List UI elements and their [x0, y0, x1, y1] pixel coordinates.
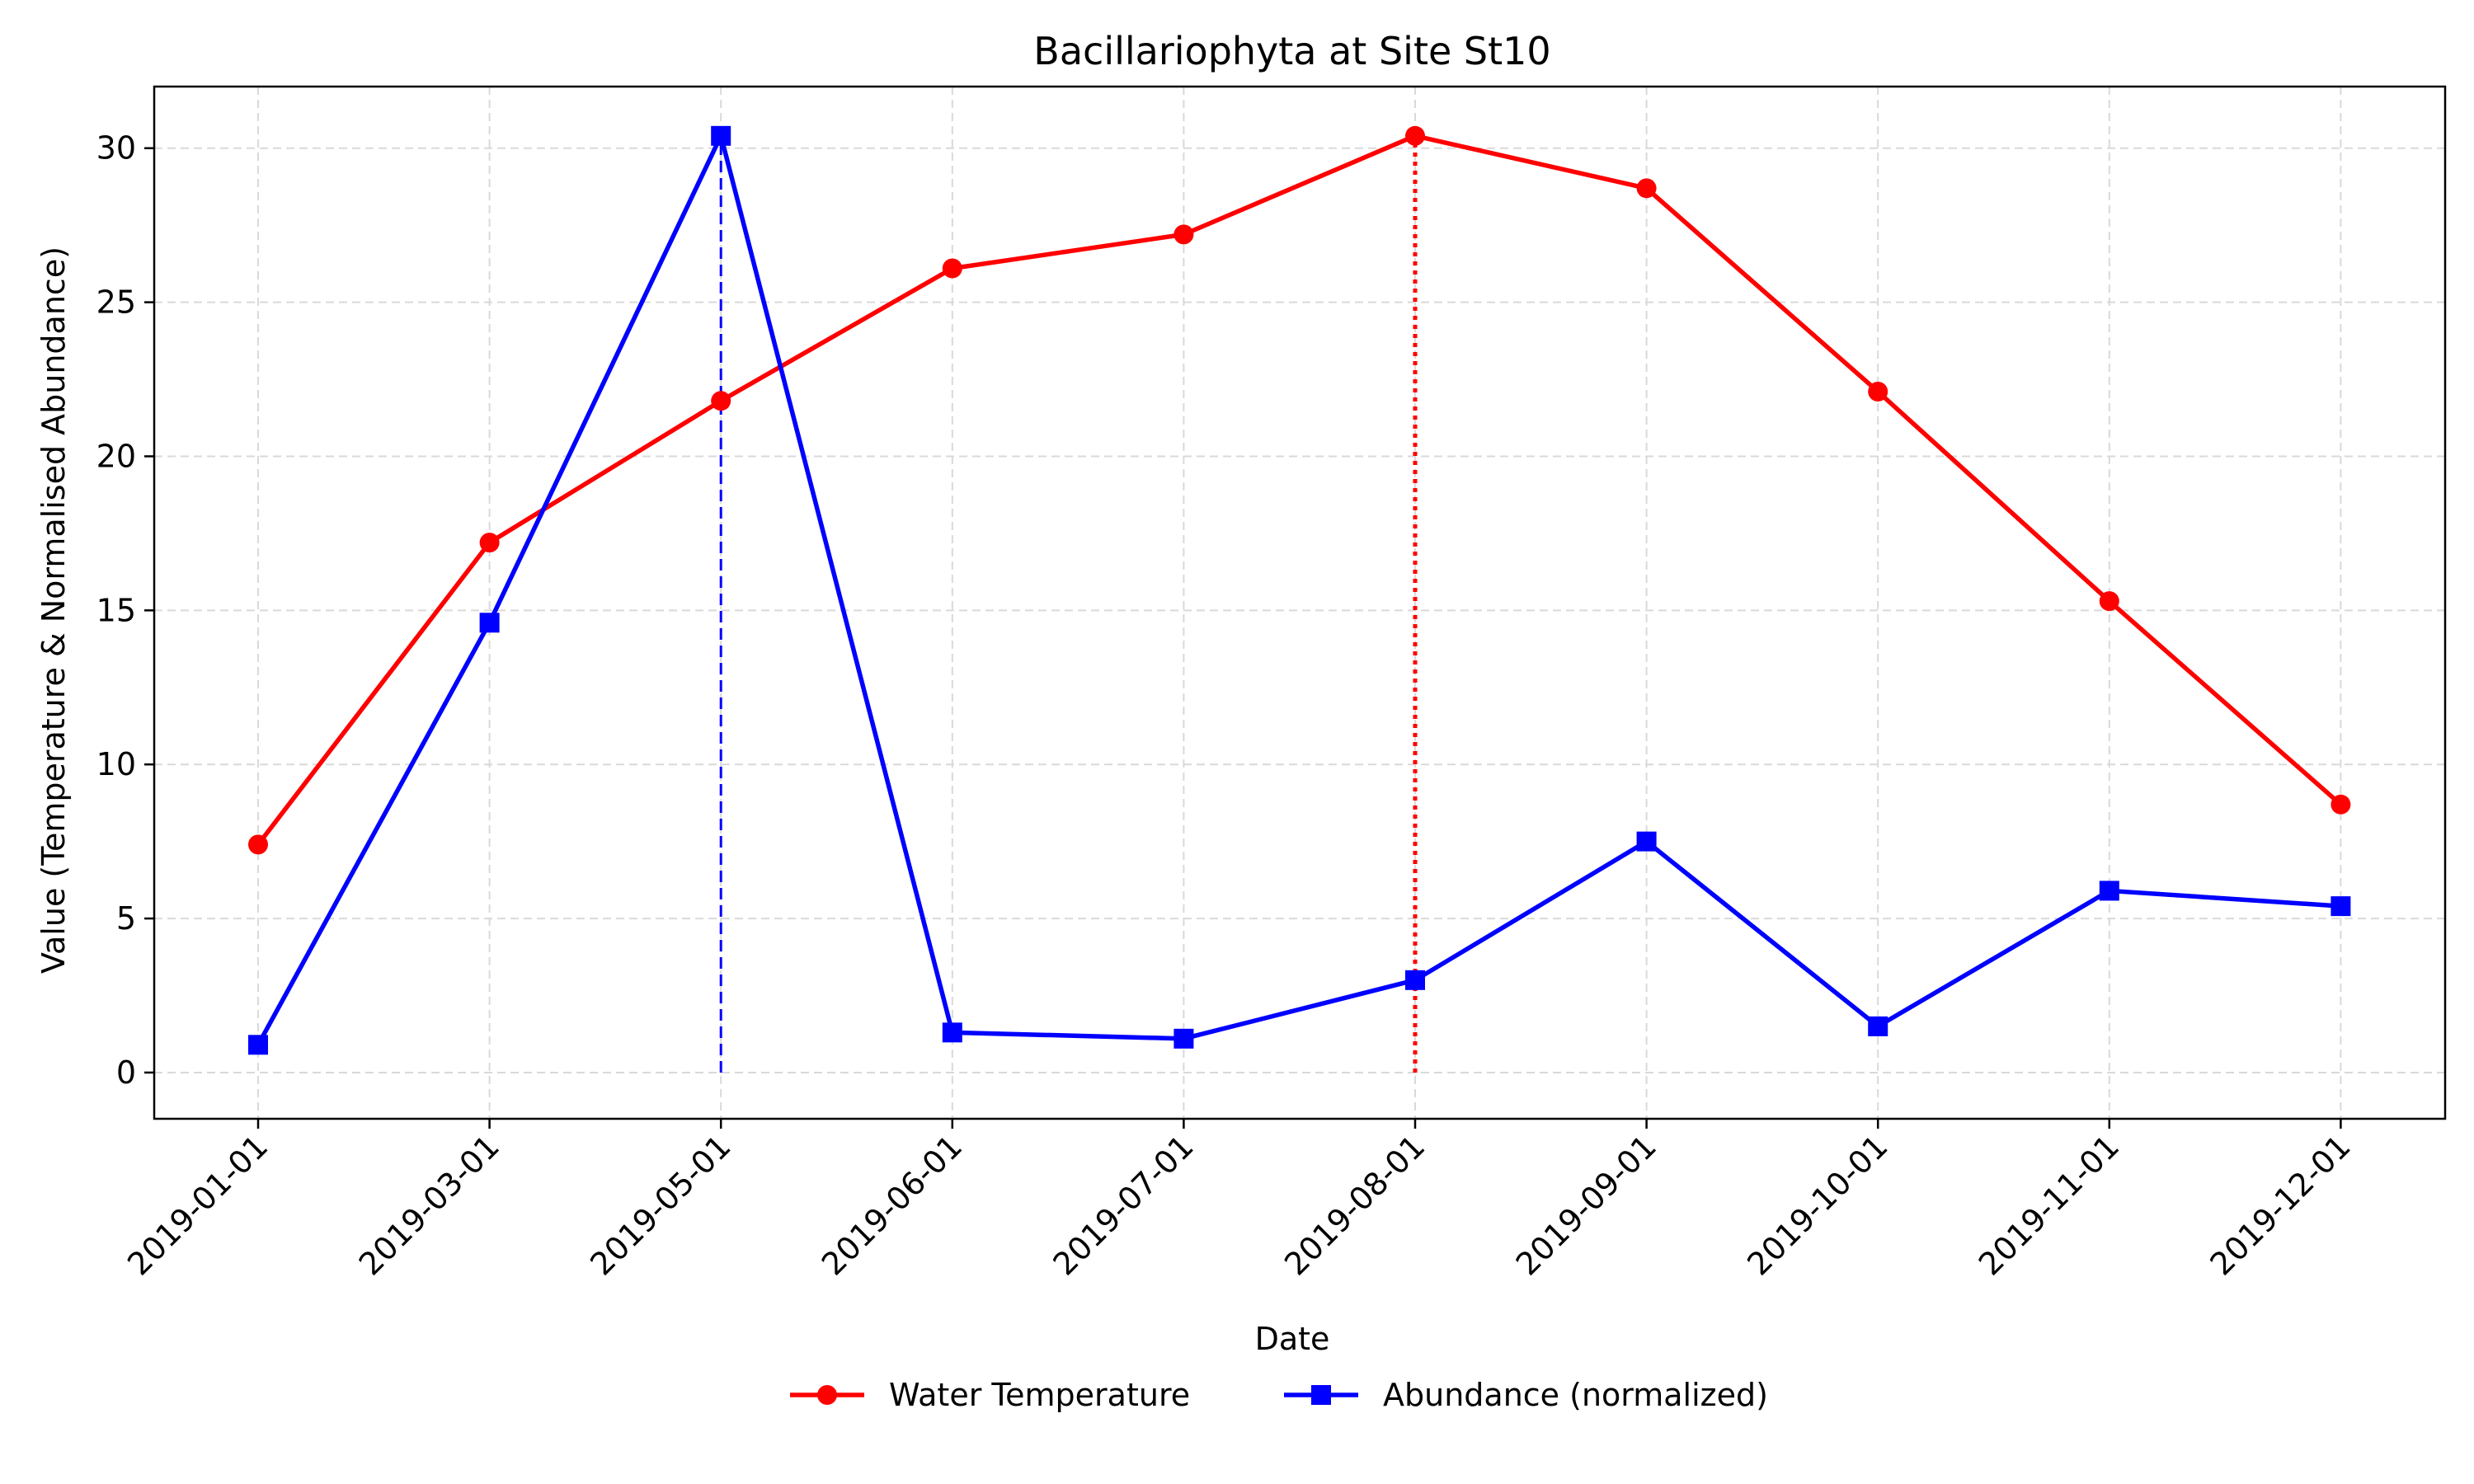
series-line — [256, 134, 2343, 847]
data-point — [2331, 794, 2351, 815]
x-tick-label: 2019-12-01 — [2203, 1128, 2357, 1282]
data-point — [2099, 591, 2119, 612]
legend-marker — [1311, 1385, 1331, 1405]
chart-title: Bacillariophyta at Site St10 — [1033, 29, 1550, 73]
data-point — [942, 1022, 962, 1043]
data-point — [1636, 831, 1657, 852]
data-point — [711, 391, 731, 411]
x-tick-label: 2019-01-01 — [120, 1128, 275, 1282]
data-point — [2099, 881, 2119, 901]
x-axis-label: Date — [1255, 1321, 1330, 1357]
data-point — [1868, 1016, 1888, 1036]
y-tick-label: 0 — [116, 1054, 136, 1091]
y-axis-ticks: 0 5 10 15 20 25 30 — [96, 130, 154, 1091]
data-point — [1405, 970, 1425, 990]
y-tick-label: 15 — [96, 592, 136, 628]
data-point — [1868, 381, 1888, 402]
x-tick-label: 2019-10-01 — [1740, 1128, 1894, 1282]
data-point — [1174, 1028, 1194, 1049]
data-point — [248, 834, 268, 855]
x-tick-label: 2019-03-01 — [352, 1128, 506, 1282]
legend-label: Abundance (normalized) — [1383, 1377, 1768, 1413]
series-layer — [248, 125, 2351, 1055]
y-tick-label: 20 — [96, 438, 136, 474]
x-tick-label: 2019-11-01 — [1972, 1128, 2126, 1282]
y-tick-label: 5 — [116, 900, 136, 937]
data-point — [711, 125, 731, 146]
data-point — [1174, 224, 1194, 245]
data-point — [248, 1035, 268, 1055]
x-tick-label: 2019-07-01 — [1046, 1128, 1200, 1282]
y-tick-label: 10 — [96, 746, 136, 782]
data-point — [479, 613, 500, 633]
plot-frame — [153, 85, 2447, 1120]
data-point — [1405, 125, 1425, 146]
series-line — [256, 134, 2341, 1046]
x-tick-label: 2019-06-01 — [815, 1128, 969, 1282]
y-tick-label: 30 — [96, 130, 136, 167]
data-point — [942, 258, 962, 279]
x-tick-label: 2019-05-01 — [583, 1128, 737, 1282]
legend-label: Water Temperature — [889, 1377, 1190, 1413]
y-tick-label: 25 — [96, 284, 136, 321]
legend: Water Temperature Abundance (normalized) — [790, 1377, 1768, 1413]
y-axis-label: Value (Temperature & Normalised Abundanc… — [35, 247, 72, 974]
x-tick-label: 2019-08-01 — [1277, 1128, 1432, 1282]
data-point — [1636, 178, 1657, 199]
data-point — [2331, 896, 2351, 917]
legend-marker — [817, 1385, 837, 1405]
x-tick-label: 2019-09-01 — [1509, 1128, 1663, 1282]
peak-marker-lines — [719, 135, 1418, 1073]
x-axis-ticks: 2019-01-01 2019-03-01 2019-05-01 2019-06-01… — [120, 1119, 2358, 1283]
data-point — [479, 533, 500, 553]
